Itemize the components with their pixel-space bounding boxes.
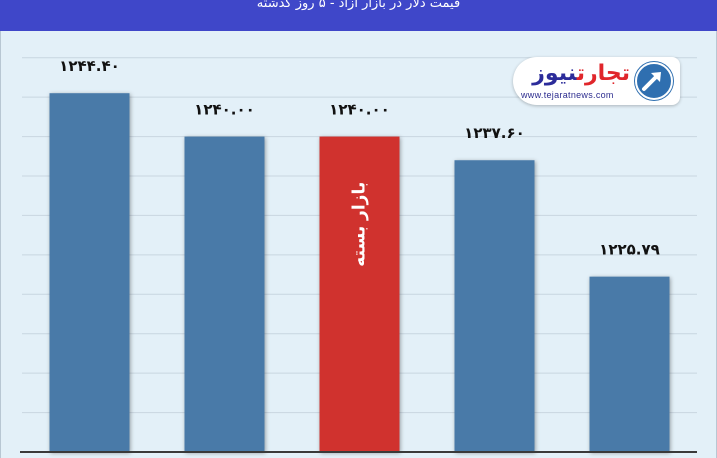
tejarat-news-arrow-icon xyxy=(634,61,674,101)
tejarat-news-logo: تجارتنیوز www.tejaratnews.com xyxy=(513,57,680,105)
chart-title: قیمت دلار در بازار آزاد - ۵ روز گذشته xyxy=(256,0,461,11)
data-label-1: ۱۲۴۰.۰۰ xyxy=(194,101,255,119)
data-label-4: ۱۲۲۵.۷۹ xyxy=(599,241,660,259)
header-band: قیمت دلار در بازار آزاد - ۵ روز گذشته xyxy=(0,0,717,31)
logo-url: www.tejaratnews.com xyxy=(521,90,614,100)
highlight-bar-label: بازار بسته xyxy=(350,182,370,267)
bar-2 xyxy=(319,136,400,453)
logo-wordmark: تجارتنیوز xyxy=(532,60,630,88)
logo-brand-part1: تجارت xyxy=(576,61,630,86)
bar-3 xyxy=(454,160,535,452)
data-label-2: ۱۲۴۰.۰۰ xyxy=(329,101,390,119)
data-label-3: ۱۲۳۷.۶۰ xyxy=(464,124,525,142)
logo-brand-part2: نیوز xyxy=(532,61,577,86)
bar-4 xyxy=(589,276,670,452)
data-label-0: ۱۲۴۴.۴۰ xyxy=(59,57,120,75)
bar-1 xyxy=(184,136,265,453)
bar-0 xyxy=(49,93,130,452)
